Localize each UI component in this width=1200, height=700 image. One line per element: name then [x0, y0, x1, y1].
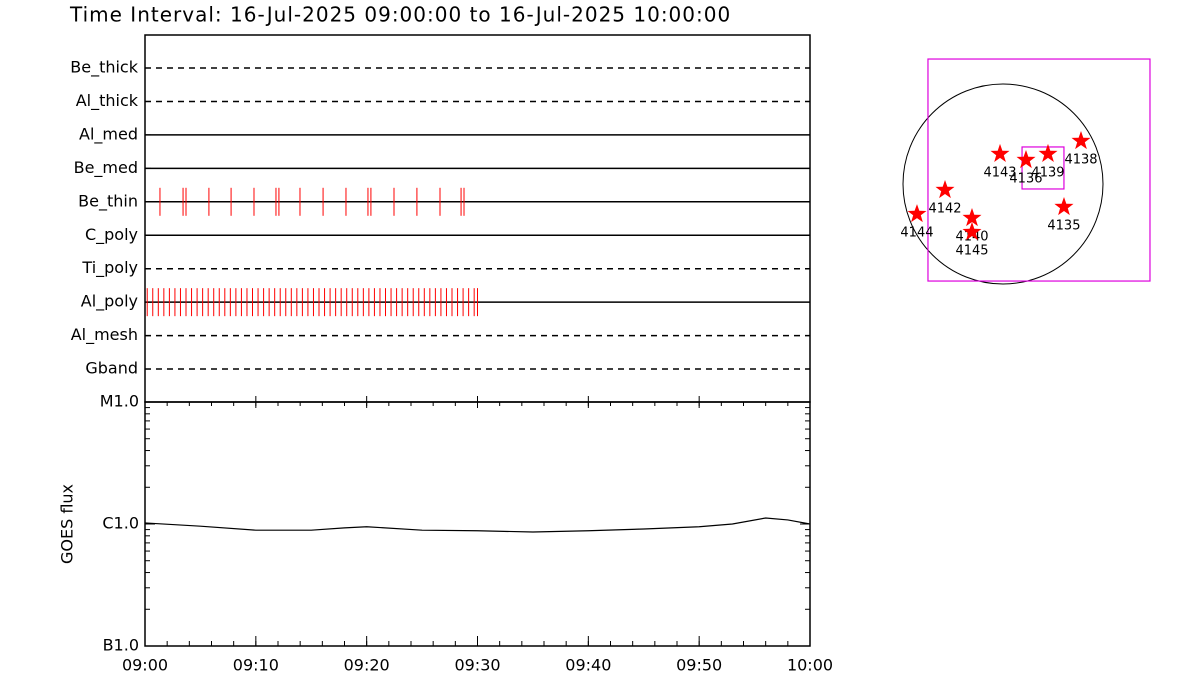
region-marker: [1038, 143, 1058, 162]
region-marker: [907, 204, 927, 223]
panel-frame: [144, 401, 811, 647]
x-tick-label: 09:50: [676, 656, 722, 675]
region-marker: [1054, 197, 1074, 216]
y-tick-label: B1.0: [103, 636, 139, 655]
region-label: 4140: [955, 229, 988, 244]
row-label: Be_thick: [70, 58, 138, 78]
solar-limb: [902, 83, 1104, 285]
row-label: Al_mesh: [71, 325, 138, 345]
fov-box: [927, 58, 1151, 282]
row-label: Al_thick: [76, 91, 139, 111]
region-marker: [935, 180, 955, 199]
y-tick-label: C1.0: [102, 514, 139, 533]
row-label: Al_med: [79, 124, 138, 144]
x-tick-label: 10:00: [787, 656, 833, 675]
y-axis-label: GOES flux: [58, 484, 77, 564]
region-label: 4139: [1031, 165, 1064, 180]
x-tick-label: 09:00: [122, 656, 168, 675]
x-tick-label: 09:40: [565, 656, 611, 675]
y-tick-label: M1.0: [100, 392, 139, 411]
region-label: 4142: [928, 202, 961, 217]
chart-title: Time Interval: 16-Jul-2025 09:00:00 to 1…: [69, 3, 731, 27]
row-label: Be_med: [74, 158, 138, 178]
region-label: 4143: [983, 165, 1016, 180]
region-label: 4145: [955, 244, 988, 259]
panel-frame: [144, 34, 811, 403]
row-label: Al_poly: [81, 292, 138, 312]
goes-curve: [144, 517, 811, 533]
row-label: Gband: [85, 359, 138, 378]
region-marker: [962, 208, 982, 227]
region-marker: [990, 143, 1010, 162]
region-label: 4135: [1047, 218, 1080, 233]
row-label: Ti_poly: [81, 258, 138, 278]
row-label: Be_thin: [78, 191, 138, 211]
x-tick-label: 09:10: [233, 656, 279, 675]
region-label: 4138: [1064, 153, 1097, 168]
region-marker: [962, 222, 982, 241]
fov-box: [1021, 146, 1065, 190]
region-label: 4144: [900, 226, 933, 241]
x-tick-label: 09:20: [344, 656, 390, 675]
region-marker: [1016, 150, 1036, 169]
region-label: 4136: [1009, 171, 1042, 186]
x-tick-label: 09:30: [454, 656, 500, 675]
row-label: C_poly: [85, 225, 138, 245]
region-marker: [1071, 131, 1091, 150]
